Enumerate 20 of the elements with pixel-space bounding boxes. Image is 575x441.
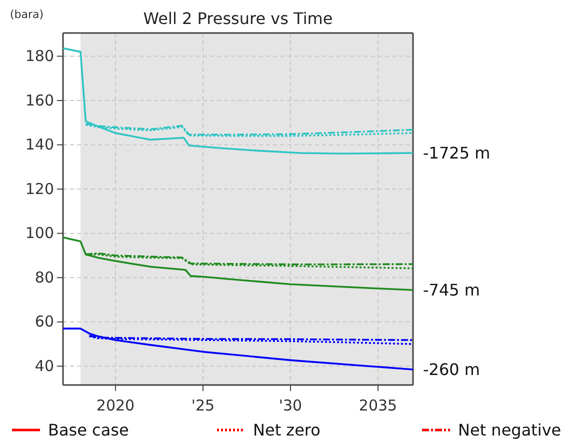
x-tick-label: 2020 [96, 396, 135, 414]
y-tick-label: 140 [25, 136, 54, 154]
x-tick-label: 2035 [358, 396, 398, 414]
y-tick-label: 60 [34, 312, 54, 331]
y-tick-label: 120 [25, 180, 54, 198]
y-axis-title: (bara) [10, 8, 44, 21]
chart-title: Well 2 Pressure vs Time [143, 9, 333, 28]
y-tick-label: 80 [34, 268, 54, 286]
y-tick-label: 180 [25, 47, 54, 66]
text: -1725 m [423, 144, 490, 163]
y-tick-label: 100 [25, 224, 54, 242]
text: -260 m [423, 360, 480, 380]
x-tick-label: '25 [191, 396, 215, 414]
legend-label: Base case [48, 420, 129, 440]
y-tick-label: 160 [25, 91, 54, 110]
text: -745 m [423, 280, 480, 300]
legend-label: Net zero [253, 420, 320, 440]
x-tick-label: '30 [278, 396, 302, 414]
y-tick-label: 40 [34, 356, 54, 375]
legend-label: Net negative [458, 420, 562, 440]
